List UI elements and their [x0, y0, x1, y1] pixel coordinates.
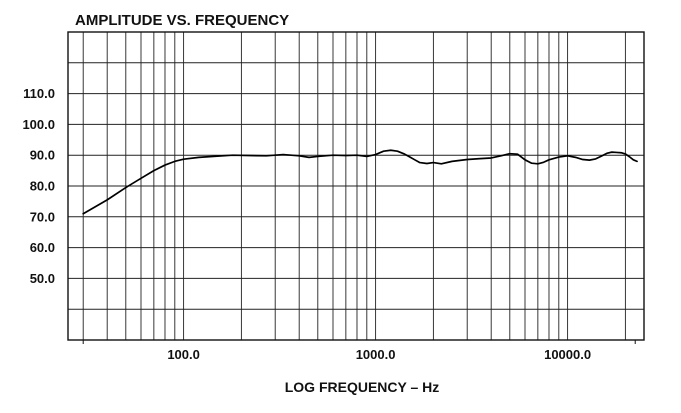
x-tick-label: 10000.0	[544, 347, 591, 362]
y-tick-label: 90.0	[30, 148, 55, 163]
y-tick-label: 60.0	[30, 240, 55, 255]
y-tick-label: 70.0	[30, 209, 55, 224]
chart-title: AMPLITUDE VS. FREQUENCY	[75, 12, 289, 29]
x-axis-label: LOG FREQUENCY – Hz	[285, 379, 440, 395]
y-tick-label: 110.0	[23, 86, 55, 101]
y-tick-label: 100.0	[22, 117, 55, 132]
grid	[68, 32, 644, 344]
x-tick-label: 100.0	[167, 347, 200, 362]
y-tick-label: 80.0	[30, 179, 55, 194]
x-axis-ticks: 100.0 1000.0 10000.0	[167, 347, 591, 362]
amplitude-curve	[82, 149, 638, 215]
plot-frame	[67, 31, 645, 341]
x-tick-label: 1000.0	[356, 347, 396, 362]
y-axis-ticks: 110.0 100.0 90.0 80.0 70.0 60.0 50.0	[22, 86, 55, 286]
y-tick-label: 50.0	[30, 271, 55, 286]
